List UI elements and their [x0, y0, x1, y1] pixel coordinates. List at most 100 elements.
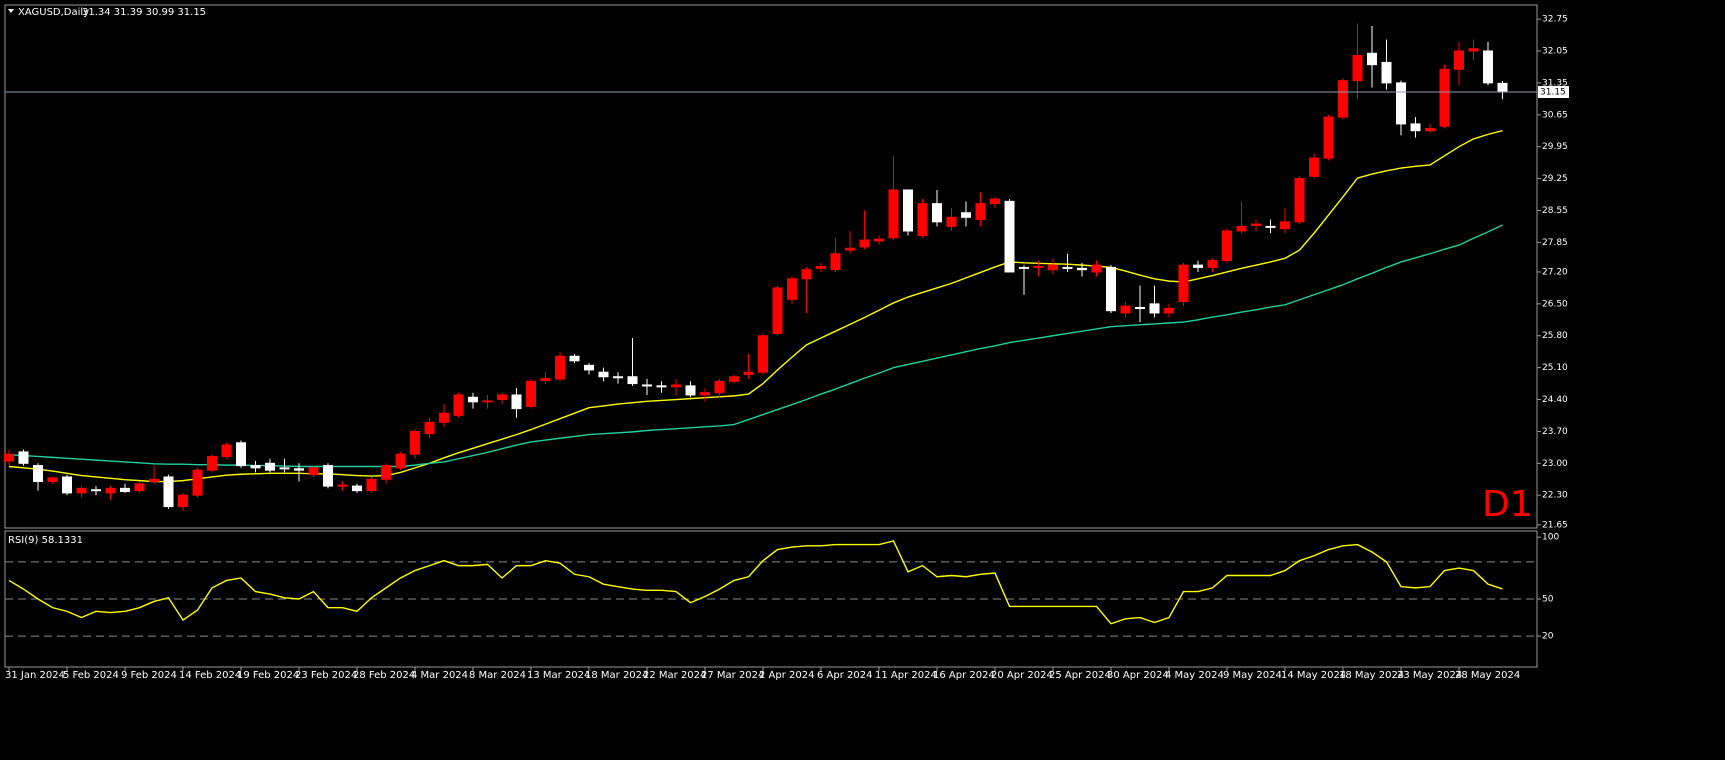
candle-body: [1397, 83, 1406, 124]
candle-body: [164, 477, 173, 507]
candle-body: [5, 454, 14, 461]
candle-body: [34, 466, 43, 482]
y-tick-label: 30.65: [1542, 110, 1568, 120]
x-tick-label: 14 Feb 2024: [179, 670, 241, 681]
candle-body: [556, 356, 565, 379]
candle-body: [150, 479, 159, 481]
candle-body: [1121, 306, 1130, 313]
x-tick-label: 31 Jan 2024: [5, 670, 65, 681]
candle-body: [831, 254, 840, 270]
candle-body: [1310, 158, 1319, 176]
candle-body: [933, 204, 942, 222]
candle-body: [1049, 265, 1058, 270]
candle-body: [889, 190, 898, 238]
y-tick-label: 22.30: [1542, 491, 1568, 501]
y-tick-label: 26.50: [1542, 299, 1568, 309]
candle-body: [1440, 69, 1449, 126]
x-tick-label: 25 Apr 2024: [1049, 670, 1111, 681]
candle-body: [904, 190, 913, 231]
candle-body: [135, 484, 144, 491]
x-tick-label: 22 Mar 2024: [643, 670, 706, 681]
candle-body: [1208, 261, 1217, 268]
candle-body: [1223, 231, 1232, 261]
candle-body: [1324, 117, 1333, 158]
candle-body: [686, 386, 695, 395]
y-tick-label: 29.95: [1542, 142, 1568, 152]
x-tick-label: 9 May 2024: [1223, 670, 1282, 681]
candle-body: [454, 395, 463, 416]
candle-body: [1469, 49, 1478, 51]
y-tick-label: 27.20: [1542, 267, 1568, 277]
candle-body: [121, 488, 130, 491]
candle-body: [672, 385, 681, 387]
candle-body: [92, 490, 101, 491]
chart: XAGUSD,Daily 31.34 31.39 30.99 31.15 RSI…: [0, 0, 1725, 756]
x-tick-label: 28 May 2024: [1455, 670, 1520, 681]
candle-body: [77, 488, 86, 493]
y-tick-label: 23.00: [1542, 459, 1568, 469]
y-tick-label: 32.75: [1542, 15, 1568, 25]
x-tick-label: 13 Mar 2024: [527, 670, 590, 681]
y-tick-label: 25.80: [1542, 331, 1568, 341]
candle-body: [498, 395, 507, 400]
candle-body: [730, 377, 739, 382]
x-tick-label: 18 May 2024: [1339, 670, 1404, 681]
candle-body: [1339, 81, 1348, 117]
ohlc-readout: 31.34 31.39 30.99 31.15: [82, 7, 206, 18]
candle-body: [1165, 308, 1174, 313]
x-tick-label: 28 Feb 2024: [353, 670, 415, 681]
candle-body: [324, 466, 333, 487]
candle-body: [1092, 265, 1101, 272]
candle-body: [657, 386, 666, 387]
candle-body: [947, 217, 956, 226]
candle-body: [860, 240, 869, 247]
x-tick-label: 16 Apr 2024: [933, 670, 995, 681]
candle-body: [469, 397, 478, 402]
x-tick-label: 9 Feb 2024: [121, 670, 177, 681]
candle-body: [962, 213, 971, 218]
candle-body: [19, 452, 28, 463]
candle-body: [991, 199, 1000, 204]
candle-body: [541, 379, 550, 381]
x-tick-label: 4 Mar 2024: [411, 670, 468, 681]
candle-body: [1063, 267, 1072, 268]
candle-body: [1136, 308, 1145, 309]
candle-body: [643, 385, 652, 386]
x-tick-label: 30 Apr 2024: [1107, 670, 1169, 681]
page: XAGUSD,Daily 31.34 31.39 30.99 31.15 RSI…: [0, 0, 1725, 756]
x-tick-label: 2 Apr 2024: [759, 670, 814, 681]
candle-body: [773, 288, 782, 334]
candle-body: [1353, 56, 1362, 81]
candle-body: [1455, 51, 1464, 69]
y-tick-label: 27.85: [1542, 238, 1568, 248]
candle-body: [179, 495, 188, 506]
candle-body: [237, 443, 246, 466]
candle-body: [1411, 124, 1420, 131]
candle-body: [208, 456, 217, 470]
candle-body: [527, 381, 536, 406]
candle-body: [788, 279, 797, 300]
x-tick-label: 4 May 2024: [1165, 670, 1224, 681]
candle-body: [628, 377, 637, 384]
x-tick-label: 23 May 2024: [1397, 670, 1462, 681]
x-tick-label: 19 Feb 2024: [237, 670, 299, 681]
chart-title: XAGUSD,Daily: [18, 7, 89, 18]
rsi-title: RSI(9) 58.1331: [8, 535, 83, 546]
x-tick-label: 27 Mar 2024: [701, 670, 764, 681]
candle-body: [367, 479, 376, 490]
candle-body: [1252, 224, 1261, 225]
candle-body: [295, 469, 304, 470]
candle-body: [266, 463, 275, 470]
y-tick-label: 23.70: [1542, 427, 1568, 437]
candle-body: [614, 377, 623, 378]
candle-body: [63, 477, 72, 493]
candle-body: [280, 468, 289, 469]
candle-body: [1295, 179, 1304, 222]
candle-body: [846, 248, 855, 250]
y-tick-label: 21.65: [1542, 520, 1568, 530]
candle-body: [976, 204, 985, 220]
candle-body: [1498, 83, 1507, 92]
candle-body: [382, 466, 391, 480]
x-tick-label: 5 Feb 2024: [63, 670, 119, 681]
candle-body: [411, 431, 420, 454]
